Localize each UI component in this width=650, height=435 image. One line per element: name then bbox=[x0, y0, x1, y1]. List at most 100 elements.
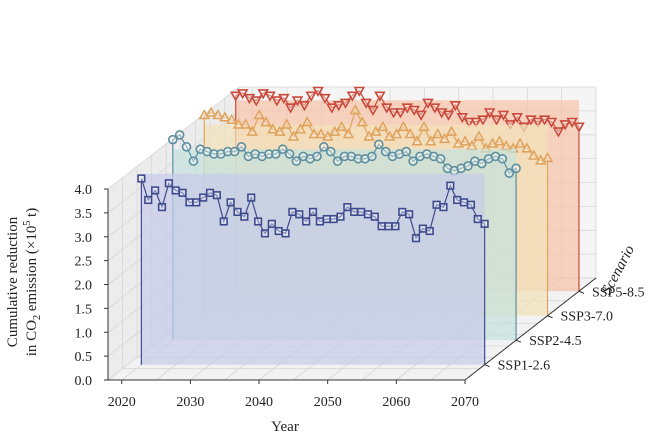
y-axis-title-sup: 5 bbox=[22, 221, 33, 226]
data-point bbox=[367, 105, 379, 117]
data-point bbox=[431, 128, 444, 139]
data-point bbox=[181, 142, 192, 152]
chart-axes bbox=[104, 188, 597, 384]
data-point bbox=[363, 130, 375, 141]
y-tick-label: 3.0 bbox=[75, 231, 93, 246]
x-tick-label: 2060 bbox=[382, 395, 410, 410]
data-point bbox=[493, 135, 506, 146]
data-point bbox=[278, 93, 290, 105]
data-point bbox=[288, 207, 297, 217]
data-point bbox=[264, 91, 276, 102]
data-point bbox=[178, 188, 187, 197]
data-point bbox=[480, 219, 489, 228]
data-point bbox=[174, 130, 185, 140]
data-point bbox=[322, 214, 331, 224]
scenario-axis-line bbox=[464, 277, 597, 381]
data-point bbox=[459, 135, 471, 146]
data-point bbox=[411, 135, 423, 146]
data-point bbox=[302, 217, 311, 226]
data-point bbox=[308, 128, 320, 139]
data-point bbox=[439, 203, 448, 212]
scenario-tick-mark bbox=[515, 339, 522, 343]
data-point bbox=[267, 219, 276, 228]
data-point bbox=[274, 226, 283, 236]
data-point bbox=[332, 101, 345, 112]
data-point bbox=[264, 149, 274, 159]
grid-line-scenario bbox=[122, 177, 480, 370]
data-point bbox=[429, 103, 441, 114]
y-axis-title-suffix: t) bbox=[24, 208, 40, 221]
data-point bbox=[446, 181, 455, 190]
data-point bbox=[473, 214, 482, 224]
data-point bbox=[370, 125, 382, 136]
data-point bbox=[394, 108, 407, 119]
data-point bbox=[391, 222, 400, 231]
data-point bbox=[397, 120, 410, 132]
data-point bbox=[401, 146, 412, 157]
data-point bbox=[449, 101, 462, 112]
data-point bbox=[453, 195, 462, 205]
data-point bbox=[226, 198, 235, 207]
data-point bbox=[353, 153, 363, 164]
chart-tick-labels: 2020 2030 2040 2050 2060 2070 0.0 0.5 1.0 1.5 2.0 2… bbox=[75, 183, 645, 410]
data-point bbox=[291, 156, 302, 166]
data-point bbox=[490, 115, 503, 126]
data-point bbox=[232, 118, 245, 129]
x-tick-label: 2070 bbox=[451, 395, 479, 410]
data-point bbox=[350, 207, 359, 217]
y-tick-label: 4.0 bbox=[75, 183, 93, 198]
data-point bbox=[384, 222, 393, 231]
data-point bbox=[339, 98, 352, 109]
scenario-tick-label: SSP2-4.5 bbox=[529, 334, 582, 349]
data-point bbox=[253, 108, 265, 120]
data-point bbox=[473, 130, 485, 141]
x-tick-label: 2050 bbox=[314, 395, 342, 410]
data-point bbox=[363, 210, 373, 219]
y-tick-label: 3.5 bbox=[75, 207, 93, 222]
scenario-tick-label: SSP5-8.5 bbox=[592, 285, 645, 300]
data-point bbox=[497, 153, 508, 164]
y-axis-title-line1: Cumulative reduction bbox=[5, 216, 21, 347]
data-point bbox=[342, 128, 355, 139]
data-point bbox=[380, 146, 391, 157]
data-point bbox=[319, 93, 331, 105]
data-point bbox=[308, 207, 318, 217]
data-point bbox=[387, 108, 400, 119]
data-point bbox=[326, 103, 338, 114]
y-axis-title-line2: in CO2 emission (×105 t) bbox=[22, 208, 43, 356]
data-point bbox=[377, 120, 389, 132]
data-point bbox=[329, 214, 338, 224]
data-point bbox=[271, 149, 281, 159]
data-point bbox=[305, 91, 317, 102]
y-tick-label: 1.5 bbox=[75, 302, 93, 317]
data-point bbox=[408, 156, 418, 166]
data-point bbox=[541, 151, 554, 163]
data-point bbox=[459, 198, 469, 207]
data-point bbox=[336, 212, 345, 221]
data-point bbox=[514, 137, 526, 148]
data-point bbox=[319, 142, 329, 152]
data-point bbox=[497, 110, 510, 121]
data-point bbox=[373, 139, 384, 150]
y-tick-label: 0.5 bbox=[75, 350, 93, 365]
data-point bbox=[277, 144, 288, 155]
data-point bbox=[294, 123, 307, 134]
series-line bbox=[140, 178, 485, 240]
data-point bbox=[435, 153, 446, 164]
y-tick-label: 0.0 bbox=[75, 374, 93, 389]
data-point bbox=[477, 115, 489, 126]
data-point bbox=[390, 128, 403, 139]
data-point bbox=[356, 207, 366, 217]
data-point bbox=[240, 212, 249, 221]
data-point bbox=[205, 106, 217, 117]
data-point bbox=[335, 120, 348, 132]
data-point bbox=[404, 128, 416, 139]
data-point bbox=[349, 104, 362, 115]
data-point bbox=[205, 188, 215, 197]
series-ssp1-2-6 bbox=[137, 173, 489, 365]
data-point bbox=[312, 151, 322, 162]
data-point bbox=[377, 222, 386, 231]
data-point bbox=[151, 186, 160, 195]
data-point bbox=[463, 117, 475, 128]
y-tick-label: 2.0 bbox=[75, 279, 93, 294]
